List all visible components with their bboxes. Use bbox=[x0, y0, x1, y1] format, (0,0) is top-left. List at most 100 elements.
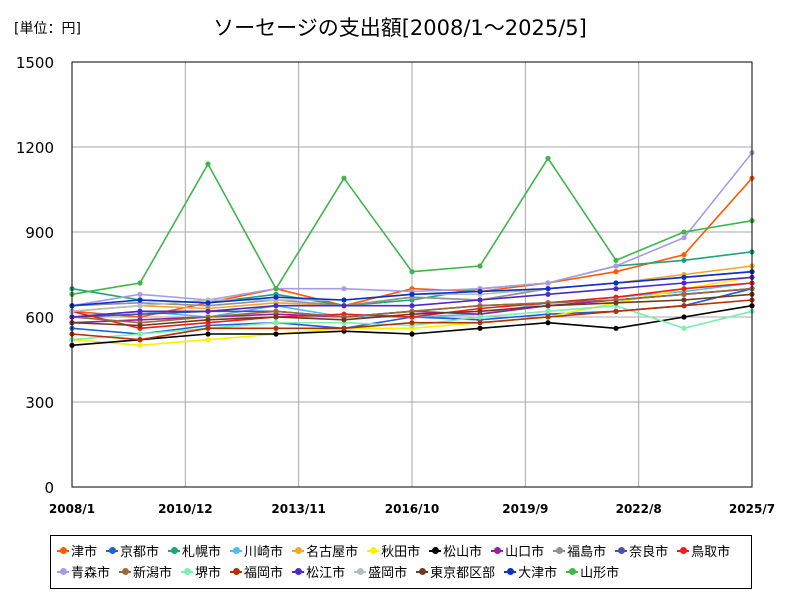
data-point bbox=[477, 297, 483, 303]
data-point bbox=[205, 308, 211, 314]
legend-label: 鳥取市 bbox=[691, 545, 731, 560]
legend-dot bbox=[680, 546, 688, 554]
data-point bbox=[545, 155, 551, 161]
unit-label: [単位：円] bbox=[14, 21, 81, 37]
legend-label: 大津市 bbox=[518, 566, 558, 581]
legend-marker bbox=[57, 546, 69, 554]
legend-dot bbox=[109, 546, 117, 554]
data-point bbox=[137, 280, 143, 286]
data-point bbox=[273, 320, 279, 326]
data-point bbox=[545, 286, 551, 292]
plot-frame bbox=[71, 61, 753, 488]
data-point bbox=[409, 320, 415, 326]
legend-marker bbox=[119, 567, 132, 575]
legend-item: 堺市 bbox=[181, 561, 221, 582]
legend-label: 東京都区部 bbox=[430, 566, 496, 581]
data-point bbox=[137, 308, 143, 314]
data-point bbox=[341, 297, 347, 303]
legend-marker bbox=[354, 567, 367, 575]
data-point bbox=[545, 314, 551, 320]
data-point bbox=[137, 303, 143, 309]
legend-label: 名古屋市 bbox=[306, 545, 359, 560]
data-point bbox=[341, 303, 347, 309]
data-point bbox=[545, 320, 551, 326]
data-point bbox=[205, 331, 211, 337]
legend-item: 川崎市 bbox=[230, 540, 283, 561]
data-point bbox=[341, 175, 347, 181]
y-tick-label: 900 bbox=[25, 224, 54, 242]
data-point bbox=[137, 291, 143, 297]
legend-dot bbox=[507, 567, 515, 575]
legend-dot bbox=[122, 567, 130, 575]
legend-item: 鳥取市 bbox=[677, 540, 730, 561]
legend-marker bbox=[168, 546, 181, 554]
legend-marker bbox=[57, 567, 69, 575]
legend-marker bbox=[553, 546, 566, 554]
data-point bbox=[409, 311, 415, 317]
series-line-16 bbox=[69, 274, 755, 320]
x-tick-label: 2019/9 bbox=[502, 502, 548, 516]
legend-label: 山形市 bbox=[580, 566, 620, 581]
series-line-20 bbox=[69, 155, 755, 297]
legend-item: 福岡市 bbox=[230, 561, 283, 582]
data-point bbox=[545, 308, 551, 314]
data-point bbox=[681, 286, 687, 292]
data-point bbox=[477, 308, 483, 314]
data-point bbox=[137, 331, 143, 337]
legend-item: 秋田市 bbox=[367, 540, 420, 561]
legend-dot bbox=[233, 546, 241, 554]
data-point bbox=[613, 269, 619, 275]
legend-label: 川崎市 bbox=[244, 545, 284, 560]
data-point bbox=[205, 161, 211, 167]
data-point bbox=[477, 325, 483, 331]
legend-marker bbox=[429, 546, 442, 554]
data-point bbox=[273, 286, 279, 292]
legend-label: 京都市 bbox=[120, 545, 160, 560]
legend-marker bbox=[106, 546, 119, 554]
data-point bbox=[477, 288, 483, 295]
data-point bbox=[477, 303, 483, 309]
legend-dot bbox=[494, 546, 502, 554]
data-point bbox=[545, 303, 551, 309]
legend-item: 名古屋市 bbox=[292, 540, 358, 561]
legend-label: 津市 bbox=[71, 545, 98, 560]
axis-layer: 0 300 600 900 1200 1500 2008/1 2010/12 2013/11 20… bbox=[16, 54, 775, 516]
legend-marker bbox=[566, 567, 579, 575]
legend-item: 青森市 bbox=[57, 561, 110, 582]
y-tick-label: 300 bbox=[25, 394, 54, 412]
x-tick-label: 2010/12 bbox=[158, 502, 212, 516]
legend-marker bbox=[181, 567, 194, 575]
data-point bbox=[273, 325, 279, 331]
legend-label: 松江市 bbox=[306, 566, 346, 581]
data-point bbox=[409, 303, 415, 309]
legend-label: 新潟市 bbox=[133, 566, 173, 581]
y-tick-label: 1200 bbox=[16, 139, 54, 157]
legend-dot bbox=[184, 567, 192, 575]
data-point bbox=[681, 274, 687, 280]
data-point bbox=[613, 280, 619, 286]
legend-item: 京都市 bbox=[106, 540, 159, 561]
legend-item: 松山市 bbox=[429, 540, 482, 561]
legend-dot bbox=[60, 546, 67, 554]
data-point bbox=[681, 314, 687, 320]
data-point bbox=[205, 325, 211, 331]
data-point bbox=[273, 294, 279, 300]
legend-marker bbox=[292, 567, 305, 575]
legend-label: 堺市 bbox=[195, 566, 222, 581]
legend-dot bbox=[370, 546, 378, 554]
data-point bbox=[545, 291, 551, 297]
data-point bbox=[205, 337, 211, 343]
data-point bbox=[681, 229, 687, 235]
legend-dot bbox=[295, 567, 303, 575]
data-point bbox=[681, 297, 687, 303]
legend-dot bbox=[556, 546, 564, 554]
data-point bbox=[681, 252, 687, 258]
legend-dot bbox=[171, 546, 179, 554]
legend-label: 山口市 bbox=[505, 545, 545, 560]
data-point bbox=[137, 322, 143, 329]
series-line-18 bbox=[69, 291, 755, 329]
data-point bbox=[681, 280, 687, 286]
legend-item: 松江市 bbox=[292, 561, 345, 582]
data-point bbox=[681, 257, 687, 263]
data-point bbox=[613, 300, 619, 306]
